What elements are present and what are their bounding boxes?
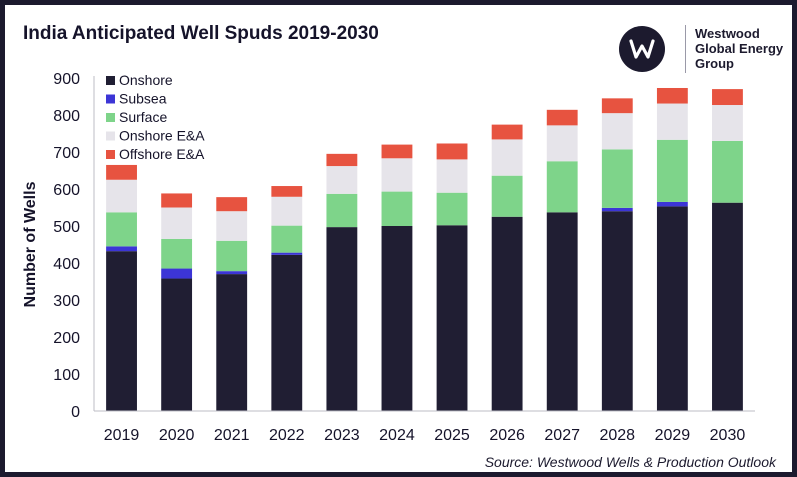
bar-surface-2026 bbox=[491, 175, 523, 217]
bar-onshore-2024 bbox=[381, 226, 413, 411]
bar-surface-2023 bbox=[326, 193, 358, 228]
bar-onshore-2023 bbox=[326, 227, 358, 411]
bar-offshore-e-a-2029 bbox=[656, 87, 688, 104]
legend-swatch bbox=[106, 76, 115, 85]
logo-line-3: Group bbox=[695, 56, 734, 71]
bar-onshore-2028 bbox=[601, 211, 633, 411]
bar-onshore-e-a-2022 bbox=[271, 196, 303, 226]
bar-onshore-e-a-2029 bbox=[656, 103, 688, 140]
bar-subsea-2021 bbox=[216, 271, 248, 275]
westwood-logo-icon bbox=[619, 26, 665, 72]
bar-offshore-e-a-2026 bbox=[491, 124, 523, 140]
bar-subsea-2019 bbox=[106, 246, 137, 252]
x-tick-label: 2028 bbox=[599, 427, 635, 444]
bar-onshore-2020 bbox=[161, 278, 193, 411]
logo-wordmark: Westwood Global Energy Group bbox=[695, 26, 783, 71]
bar-onshore-e-a-2021 bbox=[216, 211, 248, 241]
y-tick-label: 300 bbox=[53, 293, 80, 310]
x-tick-label: 2027 bbox=[544, 427, 580, 444]
legend-label: Surface bbox=[119, 109, 167, 125]
logo-line-1: Westwood bbox=[695, 26, 760, 41]
stacked-bar-chart: 0 100 200 300 400 500 600 700 800 900 Number of We… bbox=[22, 71, 755, 444]
legend-swatch bbox=[106, 113, 115, 122]
logo-line-2: Global Energy bbox=[695, 41, 784, 56]
bar-onshore-2030 bbox=[712, 202, 743, 411]
y-tick-label: 800 bbox=[53, 108, 80, 125]
x-tick-label: 2030 bbox=[710, 427, 746, 444]
chart-title: India Anticipated Well Spuds 2019-2030 bbox=[23, 23, 379, 44]
legend-label: Onshore bbox=[119, 72, 173, 88]
legend-swatch bbox=[106, 150, 115, 159]
y-tick-label: 0 bbox=[71, 404, 80, 421]
y-tick-label: 700 bbox=[53, 145, 80, 162]
bar-surface-2022 bbox=[271, 225, 303, 253]
y-tick-label: 900 bbox=[53, 71, 80, 88]
bar-onshore-2025 bbox=[436, 225, 468, 411]
bar-onshore-e-a-2028 bbox=[601, 113, 633, 150]
bar-onshore-e-a-2027 bbox=[546, 125, 578, 162]
bar-surface-2025 bbox=[436, 192, 468, 226]
westwood-logo: Westwood Global Energy Group bbox=[615, 23, 785, 75]
bar-offshore-e-a-2024 bbox=[381, 144, 413, 159]
y-tick-label: 600 bbox=[53, 182, 80, 199]
x-tick-label: 2021 bbox=[214, 427, 250, 444]
y-axis-title: Number of Wells bbox=[22, 181, 39, 307]
x-tick-label: 2029 bbox=[655, 427, 691, 444]
bar-surface-2028 bbox=[601, 149, 633, 208]
bar-surface-2020 bbox=[161, 238, 193, 269]
x-tick-label: 2023 bbox=[324, 427, 360, 444]
logo-divider bbox=[685, 25, 686, 73]
bar-offshore-e-a-2027 bbox=[546, 109, 578, 126]
x-tick-label: 2019 bbox=[104, 427, 140, 444]
x-tick-label: 2020 bbox=[159, 427, 195, 444]
bar-onshore-e-a-2019 bbox=[106, 179, 137, 213]
bar-surface-2021 bbox=[216, 240, 248, 272]
legend-label: Offshore E&A bbox=[119, 146, 205, 162]
bar-surface-2029 bbox=[656, 139, 688, 202]
x-tick-label: 2025 bbox=[434, 427, 470, 444]
bar-subsea-2028 bbox=[601, 207, 633, 212]
bar-onshore-2019 bbox=[106, 251, 137, 411]
bar-onshore-e-a-2023 bbox=[326, 166, 358, 194]
bar-offshore-e-a-2021 bbox=[216, 197, 248, 212]
bar-surface-2030 bbox=[712, 140, 743, 203]
bar-onshore-e-a-2025 bbox=[436, 159, 468, 193]
bar-subsea-2020 bbox=[161, 268, 193, 279]
bar-offshore-e-a-2028 bbox=[601, 98, 633, 114]
legend-swatch bbox=[106, 94, 115, 104]
x-tick-label: 2026 bbox=[489, 427, 525, 444]
bar-onshore-2027 bbox=[546, 212, 578, 411]
bar-onshore-e-a-2020 bbox=[161, 207, 193, 239]
bar-onshore-2022 bbox=[271, 254, 303, 411]
legend-label: Onshore E&A bbox=[119, 128, 205, 144]
source-note: Source: Westwood Wells & Production Outl… bbox=[484, 454, 776, 470]
bar-offshore-e-a-2030 bbox=[712, 89, 743, 106]
bar-onshore-e-a-2030 bbox=[712, 105, 743, 141]
y-tick-label: 200 bbox=[53, 330, 80, 347]
bar-subsea-2029 bbox=[656, 201, 688, 207]
bar-offshore-e-a-2025 bbox=[436, 143, 468, 160]
legend-label: Subsea bbox=[119, 91, 167, 107]
y-tick-label: 500 bbox=[53, 219, 80, 236]
bar-onshore-2029 bbox=[656, 206, 688, 411]
x-tick-label: 2024 bbox=[379, 427, 415, 444]
bar-surface-2027 bbox=[546, 161, 578, 213]
bar-subsea-2022 bbox=[271, 252, 303, 255]
bar-offshore-e-a-2023 bbox=[326, 153, 358, 167]
bar-surface-2019 bbox=[106, 212, 137, 247]
bar-onshore-2021 bbox=[216, 274, 248, 411]
bar-onshore-e-a-2026 bbox=[491, 139, 523, 176]
y-tick-label: 400 bbox=[53, 256, 80, 273]
bar-surface-2024 bbox=[381, 191, 413, 226]
y-tick-label: 100 bbox=[53, 367, 80, 384]
bar-onshore-2026 bbox=[491, 216, 523, 411]
legend-swatch bbox=[106, 131, 115, 141]
bar-offshore-e-a-2019 bbox=[106, 164, 137, 180]
bar-onshore-e-a-2024 bbox=[381, 158, 413, 192]
bar-offshore-e-a-2020 bbox=[161, 193, 193, 208]
bar-offshore-e-a-2022 bbox=[271, 186, 303, 197]
x-tick-label: 2022 bbox=[269, 427, 305, 444]
